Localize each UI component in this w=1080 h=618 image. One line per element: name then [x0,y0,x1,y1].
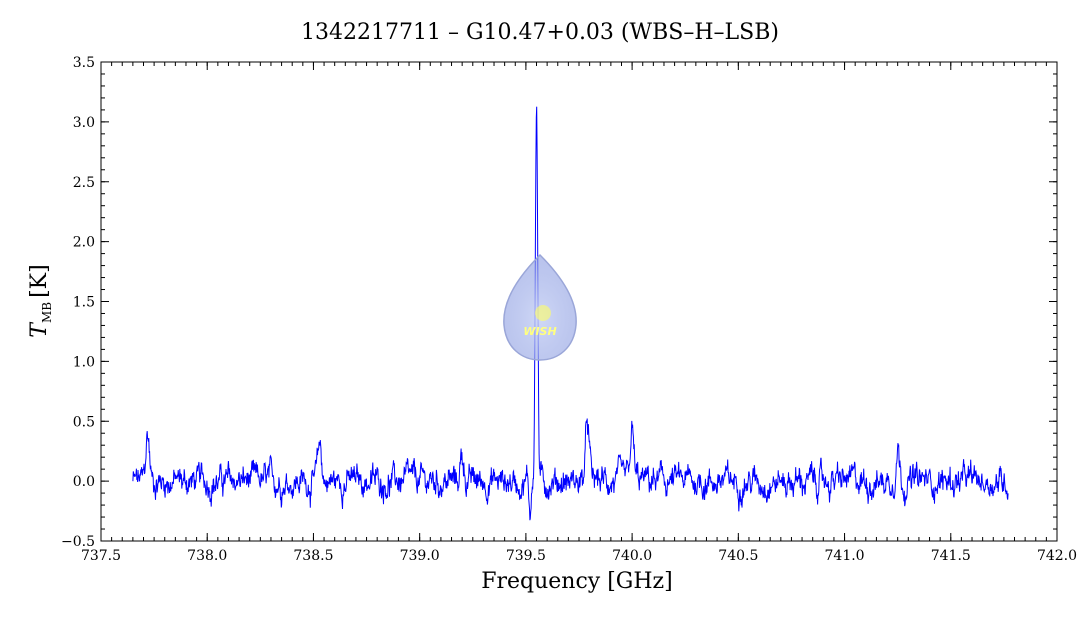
x-tick-label: 738.0 [187,548,227,564]
y-tick-label: 1.0 [73,354,95,370]
chart-title: 1342217711 – G10.47+0.03 (WBS–H–LSB) [301,20,779,45]
logo-text: WISH [523,325,556,338]
y-label-unit: [K] [27,264,52,298]
y-tick-label: 1.5 [73,295,95,311]
y-tick-label: −0.5 [61,534,95,550]
spectrum-line [132,106,1009,521]
y-tick-label: 0.5 [73,414,95,430]
y-label-sub: MB [40,302,54,323]
y-tick-label: 2.0 [73,235,95,251]
y-axis-label: TMB [K] [27,264,54,337]
x-tick-label: 741.5 [931,548,971,564]
x-tick-label: 738.5 [293,548,333,564]
x-tick-label: 742.0 [1037,548,1077,564]
x-tick-label: 741.0 [825,548,865,564]
x-axis-ticks: 737.5 738.0 738.5 739.0 739.5 740.0 740.5 741.0… [81,62,1077,564]
x-tick-label: 740.5 [718,548,758,564]
x-tick-label: 740.0 [612,548,652,564]
wish-logo: WISH [503,253,577,361]
y-tick-label: 3.5 [73,55,95,71]
x-tick-label: 739.0 [400,548,440,564]
x-tick-label: 739.5 [506,548,546,564]
x-tick-label: 737.5 [81,548,121,564]
x-axis-label: Frequency [GHz] [481,569,673,594]
y-tick-label: 2.5 [73,175,95,191]
svg-text:TMB[K]: TMB [K] [27,264,54,337]
y-label-main: T [27,321,52,338]
y-tick-label: 3.0 [73,115,95,131]
y-tick-label: 0.0 [73,474,95,490]
y-axis-ticks: −0.5 0.0 0.5 1.0 1.5 2.0 2.5 3.0 3.5 [61,55,1057,550]
